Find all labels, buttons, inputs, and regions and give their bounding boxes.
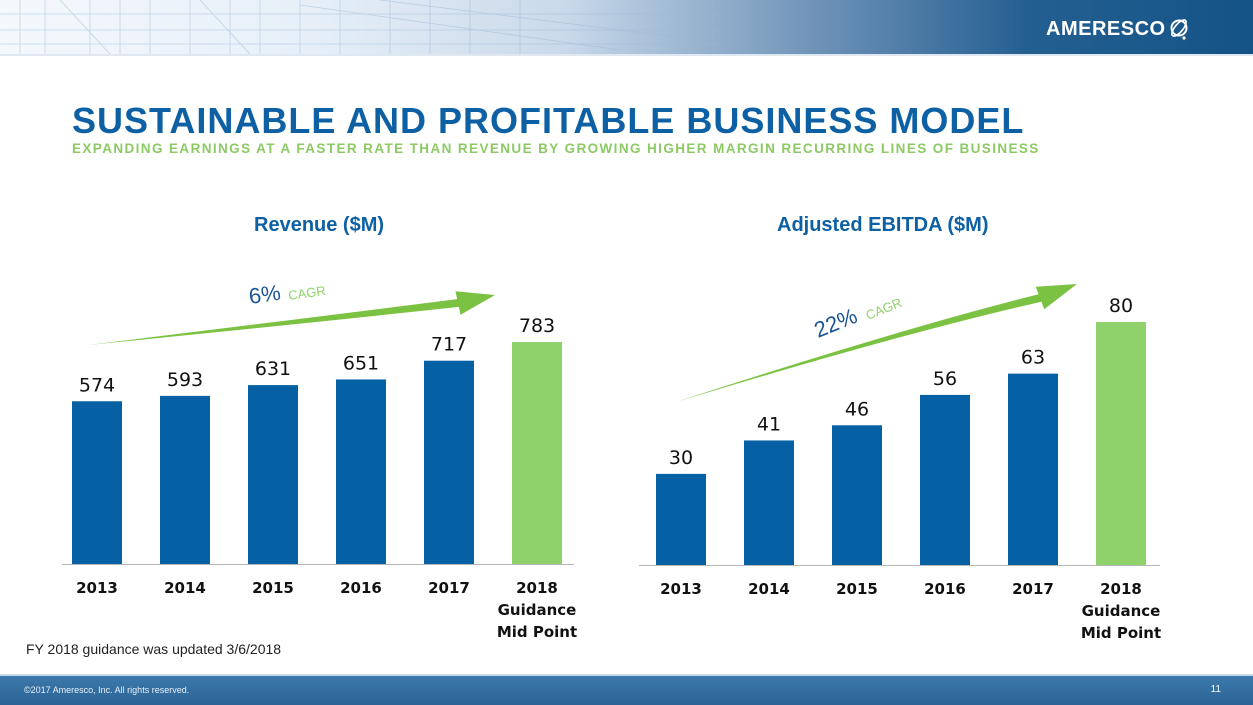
revenue-chart: 574 2013 593 2014 631 2015 651 2016 717 2017 783 20… <box>62 280 577 641</box>
data-label: 574 <box>79 374 115 396</box>
data-label: 41 <box>757 413 781 435</box>
data-label: 593 <box>167 369 203 391</box>
bar-2015 <box>832 425 882 565</box>
data-label: 63 <box>1021 347 1045 369</box>
slide-title: SUSTAINABLE AND PROFITABLE BUSINESS MODE… <box>72 100 1025 141</box>
data-label: 783 <box>519 315 555 337</box>
copyright-text: ©2017 Ameresco, Inc. All rights reserved… <box>24 685 190 695</box>
x-tick-label: 2013 <box>76 579 118 597</box>
bar-2013 <box>656 473 706 565</box>
bar-2014 <box>744 440 794 565</box>
x-tick-label: 2017 <box>1012 580 1054 598</box>
x-tick-label: 2016 <box>924 580 966 598</box>
bar-2016 <box>920 394 970 565</box>
blueprint-background <box>0 0 720 54</box>
x-tick-label: 2018 <box>1100 580 1142 598</box>
x-tick-label: 2014 <box>164 579 206 597</box>
x-tick-sublabel: Guidance <box>498 601 577 619</box>
data-label: 631 <box>255 358 291 380</box>
data-label: 30 <box>669 447 693 469</box>
x-tick-label: 2013 <box>660 580 702 598</box>
data-label: 80 <box>1109 295 1133 317</box>
bar-2018 <box>1096 322 1146 565</box>
cagr-percent: 6% <box>247 280 282 309</box>
page-number: 11 <box>1210 684 1221 695</box>
globe-orbit-icon <box>1170 19 1188 40</box>
header-divider <box>0 54 1253 56</box>
data-label: 651 <box>343 352 379 374</box>
logo-text: AMERESCO <box>1046 17 1166 40</box>
bar-2017 <box>1008 373 1058 565</box>
footer-bar: ©2017 Ameresco, Inc. All rights reserved… <box>0 676 1253 705</box>
data-label: 46 <box>845 398 869 420</box>
cagr-label: CAGR <box>864 295 904 323</box>
revenue-chart-title: Revenue ($M) <box>254 214 385 236</box>
bar-2015 <box>248 385 298 564</box>
bar-2013 <box>72 401 122 564</box>
cagr-percent: 22% <box>811 303 861 343</box>
x-tick-sublabel: Mid Point <box>1081 624 1161 642</box>
x-tick-label: 2015 <box>836 580 878 598</box>
data-label: 56 <box>933 368 957 390</box>
ebitda-chart-title: Adjusted EBITDA ($M) <box>777 214 989 236</box>
slide-subtitle: EXPANDING EARNINGS AT A FASTER RATE THAN… <box>72 141 1040 156</box>
bar-2017 <box>424 360 474 564</box>
x-tick-sublabel: Guidance <box>1082 602 1161 620</box>
x-tick-sublabel: Mid Point <box>497 623 577 641</box>
guidance-footnote: FY 2018 guidance was updated 3/6/2018 <box>26 641 282 657</box>
bar-2014 <box>160 395 210 564</box>
x-tick-label: 2018 <box>516 579 558 597</box>
x-tick-label: 2016 <box>340 579 382 597</box>
bar-2018 <box>512 342 562 564</box>
x-tick-label: 2015 <box>252 579 294 597</box>
header-banner: AMERESCO <box>0 0 1253 54</box>
x-tick-label: 2017 <box>428 579 470 597</box>
data-label: 717 <box>431 334 467 356</box>
cagr-arrow <box>676 284 1077 402</box>
ebitda-chart: 30 2013 41 2014 46 2015 56 2016 63 2017 80 2018 Guid… <box>639 284 1161 642</box>
x-tick-label: 2014 <box>748 580 790 598</box>
ameresco-logo: AMERESCO <box>1046 17 1190 41</box>
footer-divider <box>0 674 1253 676</box>
cagr-label: CAGR <box>287 283 326 303</box>
bar-2016 <box>336 379 386 564</box>
